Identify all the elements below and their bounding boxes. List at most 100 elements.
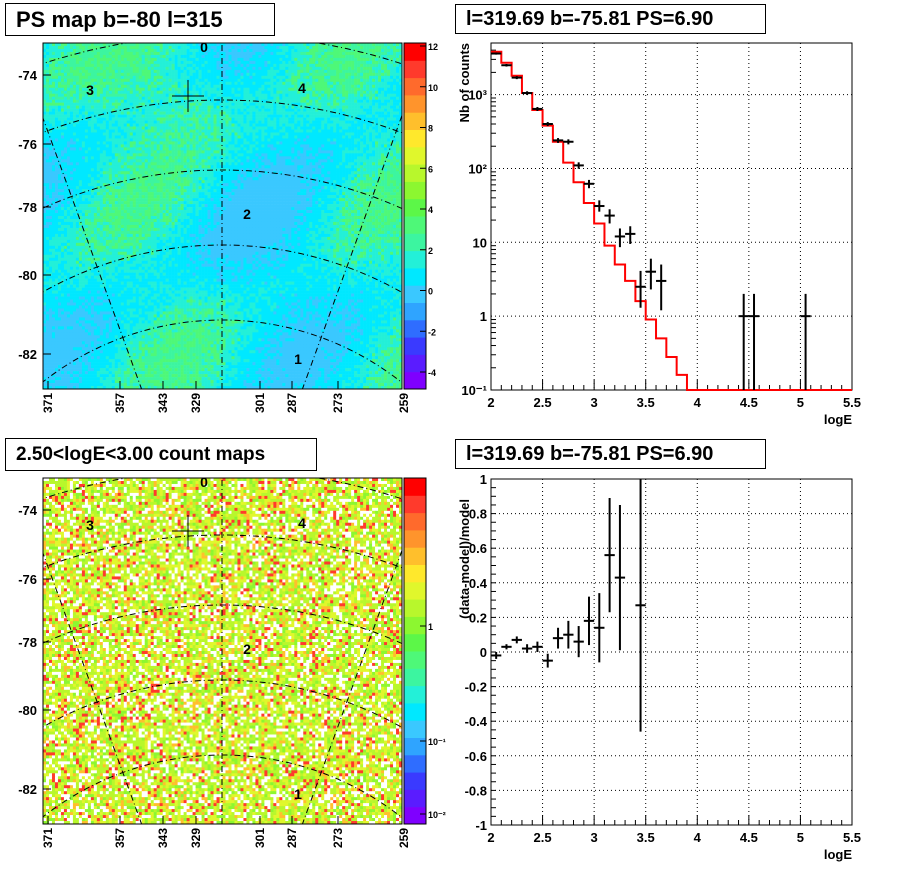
map-pixel [351, 102, 355, 106]
map-pixel [99, 129, 104, 133]
map-pixel [81, 135, 86, 139]
map-pixel [105, 138, 110, 142]
map-pixel [207, 78, 211, 83]
map-pixel [183, 57, 187, 62]
map-pixel [225, 90, 229, 94]
map-pixel [348, 144, 352, 148]
map-pixel [84, 156, 89, 160]
map-pixel [252, 90, 256, 94]
map-pixel [372, 120, 376, 124]
map-pixel [108, 51, 113, 56]
map-pixel [348, 84, 352, 89]
map-pixel [144, 159, 149, 163]
map-pixel [78, 43, 83, 47]
map-pixel [345, 114, 349, 118]
map-pixel [132, 129, 137, 133]
map-pixel [219, 60, 223, 65]
map-pixel [108, 114, 113, 118]
map-pixel [240, 69, 244, 74]
map-pixel [111, 93, 116, 97]
map-pixel [276, 108, 280, 112]
map-pixel [351, 126, 355, 130]
map-pixel [282, 153, 286, 157]
map-pixel [384, 102, 388, 106]
map-pixel [159, 135, 163, 139]
map-pixel [264, 57, 268, 62]
map-pixel [240, 138, 244, 142]
map-pixel [360, 87, 364, 92]
map-pixel [60, 132, 65, 136]
map-pixel [207, 87, 211, 92]
map-pixel [43, 75, 47, 80]
map-pixel [204, 69, 208, 74]
map-pixel [336, 117, 340, 121]
map-pixel [354, 69, 358, 74]
map-pixel [303, 60, 307, 65]
map-pixel [321, 57, 325, 62]
map-pixel [156, 135, 160, 139]
map-pixel [171, 114, 175, 118]
map-pixel [231, 108, 235, 112]
map-pixel [195, 48, 199, 53]
map-pixel [195, 96, 199, 100]
map-pixel [174, 153, 178, 157]
map-pixel [324, 102, 328, 106]
map-pixel [351, 78, 355, 83]
map-pixel [309, 69, 313, 74]
map-pixel [282, 132, 286, 136]
map-pixel [210, 90, 214, 94]
map-pixel [54, 48, 59, 53]
map-pixel [225, 96, 229, 100]
map-pixel [180, 75, 184, 80]
map-pixel [246, 153, 250, 157]
map-pixel [321, 159, 325, 163]
map-pixel [288, 105, 292, 109]
map-pixel [102, 105, 107, 109]
map-pixel [96, 135, 101, 139]
map-pixel [168, 66, 172, 71]
map-pixel [321, 153, 325, 157]
map-pixel [123, 57, 128, 62]
map-pixel [252, 43, 256, 47]
map-pixel [177, 135, 181, 139]
map-pixel [54, 111, 59, 115]
map-pixel [51, 43, 56, 47]
map-pixel [207, 135, 211, 139]
map-pixel [132, 60, 137, 65]
map-pixel [183, 63, 187, 68]
map-pixel [57, 43, 62, 47]
map-pixel [345, 132, 349, 136]
map-pixel [72, 156, 77, 160]
map-pixel [180, 165, 184, 169]
map-pixel [126, 111, 131, 115]
map-pixel [174, 129, 178, 133]
map-pixel [300, 48, 304, 53]
map-pixel [279, 156, 283, 160]
map-pixel [246, 72, 250, 77]
map-pixel [201, 120, 205, 124]
map-pixel [258, 123, 262, 127]
map-pixel [192, 102, 196, 106]
map-pixel [216, 90, 220, 94]
map-pixel [75, 135, 80, 139]
map-pixel [126, 159, 131, 163]
map-pixel [381, 81, 385, 86]
map-pixel [312, 66, 316, 71]
map-pixel [291, 78, 295, 83]
map-pixel [345, 162, 349, 166]
map-pixel [141, 141, 146, 145]
map-pixel [297, 102, 301, 106]
map-pixel [252, 63, 256, 68]
map-pixel [43, 69, 47, 74]
map-pixel [159, 99, 163, 103]
map-pixel [336, 114, 340, 118]
map-pixel [168, 141, 172, 145]
map-pixel [201, 123, 205, 127]
map-pixel [216, 162, 220, 166]
map-pixel [312, 45, 316, 50]
map-pixel [381, 147, 385, 151]
map-pixel [333, 147, 337, 151]
map-pixel [144, 102, 149, 106]
map-pixel [390, 72, 394, 77]
map-pixel [300, 150, 304, 154]
